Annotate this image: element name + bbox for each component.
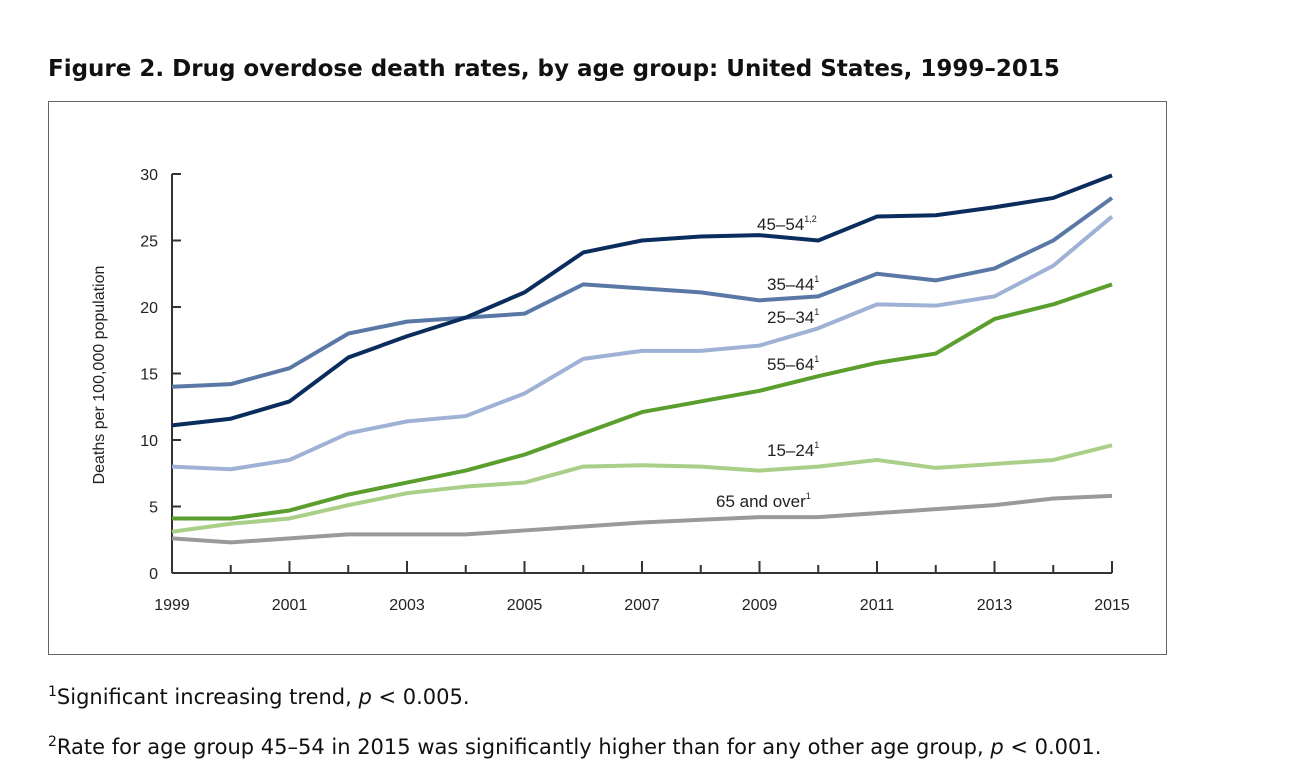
x-tick-label: 2009 (742, 597, 778, 614)
y-tick-label: 25 (140, 234, 158, 251)
chart-title: Figure 2. Drug overdose death rates, by … (48, 56, 1060, 82)
y-tick-label: 15 (140, 367, 158, 384)
series-label: 55–641 (767, 354, 819, 374)
series-label: 25–341 (767, 307, 819, 327)
x-tick-label: 2003 (389, 597, 425, 614)
series-label: 15–241 (767, 440, 819, 460)
x-tick-label: 2015 (1094, 597, 1130, 614)
y-tick-label: 20 (140, 300, 158, 317)
y-axis-label: Deaths per 100,000 population (91, 266, 108, 485)
y-tick-label: 5 (149, 500, 158, 517)
y-tick-label: 0 (149, 566, 158, 583)
series-label: 45–541,2 (757, 214, 817, 234)
series-line (171, 215, 1114, 472)
series-line (171, 493, 1113, 545)
x-tick-label: 2005 (507, 597, 543, 614)
y-tick-label: 30 (140, 167, 158, 184)
footnote-2: 2Rate for age group 45–54 in 2015 was si… (48, 734, 1102, 759)
chart-frame (48, 101, 1167, 655)
x-tick-label: 2013 (977, 597, 1013, 614)
series-line (171, 443, 1113, 534)
x-tick-label: 2007 (624, 597, 660, 614)
footnote-1: 1Significant increasing trend, p < 0.005… (48, 684, 470, 709)
series-label: 35–441 (767, 274, 819, 294)
series-label: 65 and over1 (716, 491, 811, 511)
y-tick-label: 10 (140, 433, 158, 450)
x-tick-label: 2011 (860, 597, 895, 614)
series-line (171, 173, 1113, 428)
x-tick-label: 1999 (154, 597, 190, 614)
series-line (172, 282, 1113, 521)
axes: 0 5 10 15 20 25 30 1999 2001 2003 2005 2007 2009 2011… (140, 167, 1130, 614)
series-line (171, 196, 1114, 389)
x-tick-label: 2001 (272, 597, 308, 614)
series-labels: 45–541,2 35–441 25–341 55–641 15–241 65 and o… (716, 214, 819, 511)
series-lines (171, 173, 1114, 545)
